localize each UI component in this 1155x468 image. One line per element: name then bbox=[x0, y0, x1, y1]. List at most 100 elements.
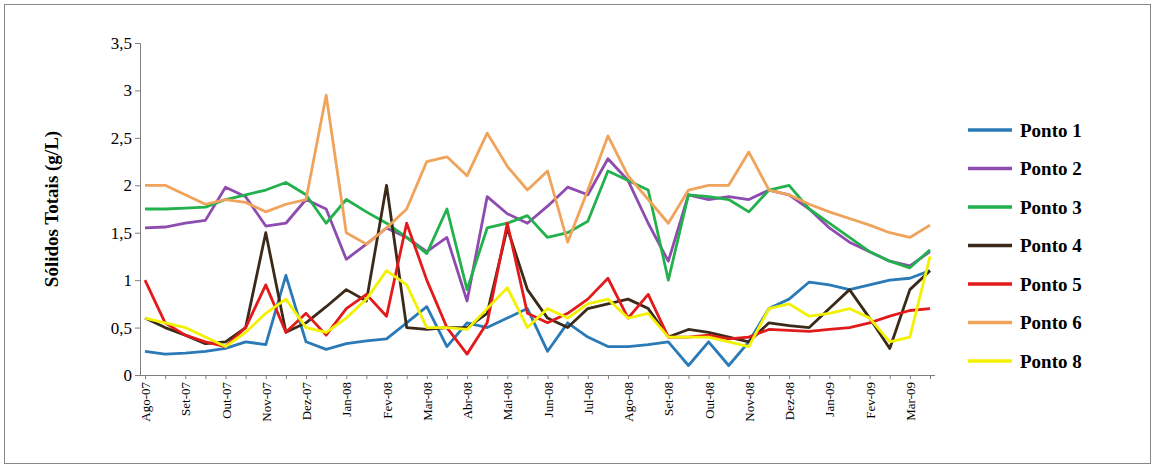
x-tick-mark bbox=[789, 375, 790, 379]
x-tick bbox=[326, 375, 327, 379]
y-tick: 1,5 bbox=[111, 224, 140, 243]
x-tick bbox=[729, 375, 730, 379]
x-tick-label: Abr-08 bbox=[460, 382, 475, 419]
legend-label: Ponto 4 bbox=[1020, 235, 1082, 256]
x-tick-mark bbox=[346, 375, 347, 379]
x-tick-mark bbox=[467, 375, 468, 379]
x-tick-mark bbox=[870, 375, 871, 379]
x-tick bbox=[688, 375, 689, 379]
x-tick bbox=[366, 375, 367, 379]
x-tick-mark bbox=[809, 375, 810, 379]
legend-swatch bbox=[968, 282, 1012, 286]
x-tick-mark bbox=[306, 375, 307, 379]
x-tick-mark bbox=[729, 375, 730, 379]
x-tick bbox=[286, 375, 287, 379]
x-tick-mark bbox=[185, 375, 186, 379]
x-tick-mark bbox=[849, 375, 850, 379]
plot-area bbox=[145, 95, 930, 365]
x-tick bbox=[849, 375, 850, 379]
y-tick-label: 3 bbox=[124, 81, 133, 100]
x-tick bbox=[165, 375, 166, 379]
x-tick: Jul-08 bbox=[581, 375, 596, 415]
y-tick: 2,5 bbox=[111, 129, 140, 148]
x-tick: Out-07 bbox=[219, 375, 234, 419]
y-axis-title: Sólidos Totais (g/L) bbox=[41, 131, 63, 287]
x-tick-label: Out-07 bbox=[219, 382, 234, 419]
legend-label: Ponto 3 bbox=[1020, 197, 1082, 218]
y-tick-mark bbox=[135, 43, 140, 44]
chart: 00,511,522,533,5Ago-07Set-07Out-07Nov-07… bbox=[0, 0, 1155, 468]
x-tick-mark bbox=[688, 375, 689, 379]
x-tick: Out-08 bbox=[702, 375, 717, 419]
x-tick: Dez-07 bbox=[299, 375, 314, 420]
x-tick: Ago-08 bbox=[621, 375, 636, 422]
x-tick-mark bbox=[608, 375, 609, 379]
y-tick-mark bbox=[135, 185, 140, 186]
x-tick-label: Jun-08 bbox=[541, 382, 556, 417]
x-tick-label: Dez-07 bbox=[299, 382, 314, 421]
x-tick-mark bbox=[588, 375, 589, 379]
legend-swatch bbox=[968, 359, 1012, 363]
legend-label: Ponto 1 bbox=[1020, 120, 1082, 141]
x-tick bbox=[648, 375, 649, 379]
y-tick-label: 2 bbox=[124, 176, 133, 195]
x-tick-mark bbox=[226, 375, 227, 379]
x-tick-mark bbox=[548, 375, 549, 379]
x-tick-mark bbox=[165, 375, 166, 379]
x-tick: Jun-08 bbox=[541, 375, 556, 417]
x-tick: Mar-08 bbox=[420, 375, 435, 421]
x-tick-mark bbox=[407, 375, 408, 379]
x-tick-mark bbox=[366, 375, 367, 379]
x-tick bbox=[608, 375, 609, 379]
x-tick-label: Mar-08 bbox=[420, 382, 435, 421]
x-tick-label: Jan-09 bbox=[822, 382, 837, 417]
x-tick-mark bbox=[668, 375, 669, 379]
x-tick: Ago-07 bbox=[138, 375, 153, 422]
x-tick-mark bbox=[507, 375, 508, 379]
series-line bbox=[145, 171, 930, 290]
legend-label: Ponto 8 bbox=[1020, 351, 1082, 372]
x-tick-label: Fev-08 bbox=[380, 382, 395, 419]
x-axis-line bbox=[140, 375, 935, 376]
legend-swatch bbox=[968, 167, 1012, 171]
x-tick-label: Out-08 bbox=[702, 382, 717, 419]
x-tick-label: Dez-08 bbox=[782, 382, 797, 420]
x-tick-label: Fev-09 bbox=[863, 382, 878, 419]
y-tick-label: 1,5 bbox=[111, 224, 132, 243]
y-tick-label: 3,5 bbox=[111, 34, 132, 53]
legend-swatch bbox=[968, 321, 1012, 325]
legend-swatch bbox=[968, 205, 1012, 209]
x-tick-label: Mai-08 bbox=[500, 382, 515, 420]
x-tick: Dez-08 bbox=[782, 375, 797, 420]
x-tick-mark bbox=[910, 375, 911, 379]
x-tick-mark bbox=[487, 375, 488, 379]
y-axis: 00,511,522,533,5 bbox=[111, 34, 141, 385]
legend-swatch bbox=[968, 244, 1012, 248]
x-tick bbox=[890, 375, 891, 379]
x-tick bbox=[407, 375, 408, 379]
legend-label: Ponto 5 bbox=[1020, 274, 1082, 295]
x-tick: Fev-09 bbox=[863, 375, 878, 419]
y-tick: 3,5 bbox=[111, 34, 140, 53]
y-tick-mark bbox=[135, 90, 140, 91]
y-tick-label: 0 bbox=[124, 366, 133, 385]
series-line bbox=[145, 256, 930, 346]
x-tick-label: Jan-08 bbox=[339, 382, 354, 417]
x-tick: Set-07 bbox=[178, 375, 193, 416]
x-tick: Mai-08 bbox=[500, 375, 515, 420]
x-tick-label: Nov-07 bbox=[259, 382, 274, 422]
y-tick-label: 2,5 bbox=[111, 129, 132, 148]
series-line bbox=[145, 95, 930, 244]
x-tick: Abr-08 bbox=[460, 375, 475, 419]
y-tick: 3 bbox=[124, 81, 141, 100]
x-tick bbox=[246, 375, 247, 379]
x-tick-label: Jul-08 bbox=[581, 382, 596, 415]
x-tick-mark bbox=[930, 375, 931, 379]
y-tick-label: 0,5 bbox=[111, 319, 132, 338]
x-tick-mark bbox=[145, 375, 146, 379]
x-tick-label: Mar-09 bbox=[903, 382, 918, 421]
x-tick bbox=[809, 375, 810, 379]
x-tick-mark bbox=[246, 375, 247, 379]
y-tick-mark bbox=[135, 375, 140, 376]
y-tick-mark bbox=[135, 280, 140, 281]
